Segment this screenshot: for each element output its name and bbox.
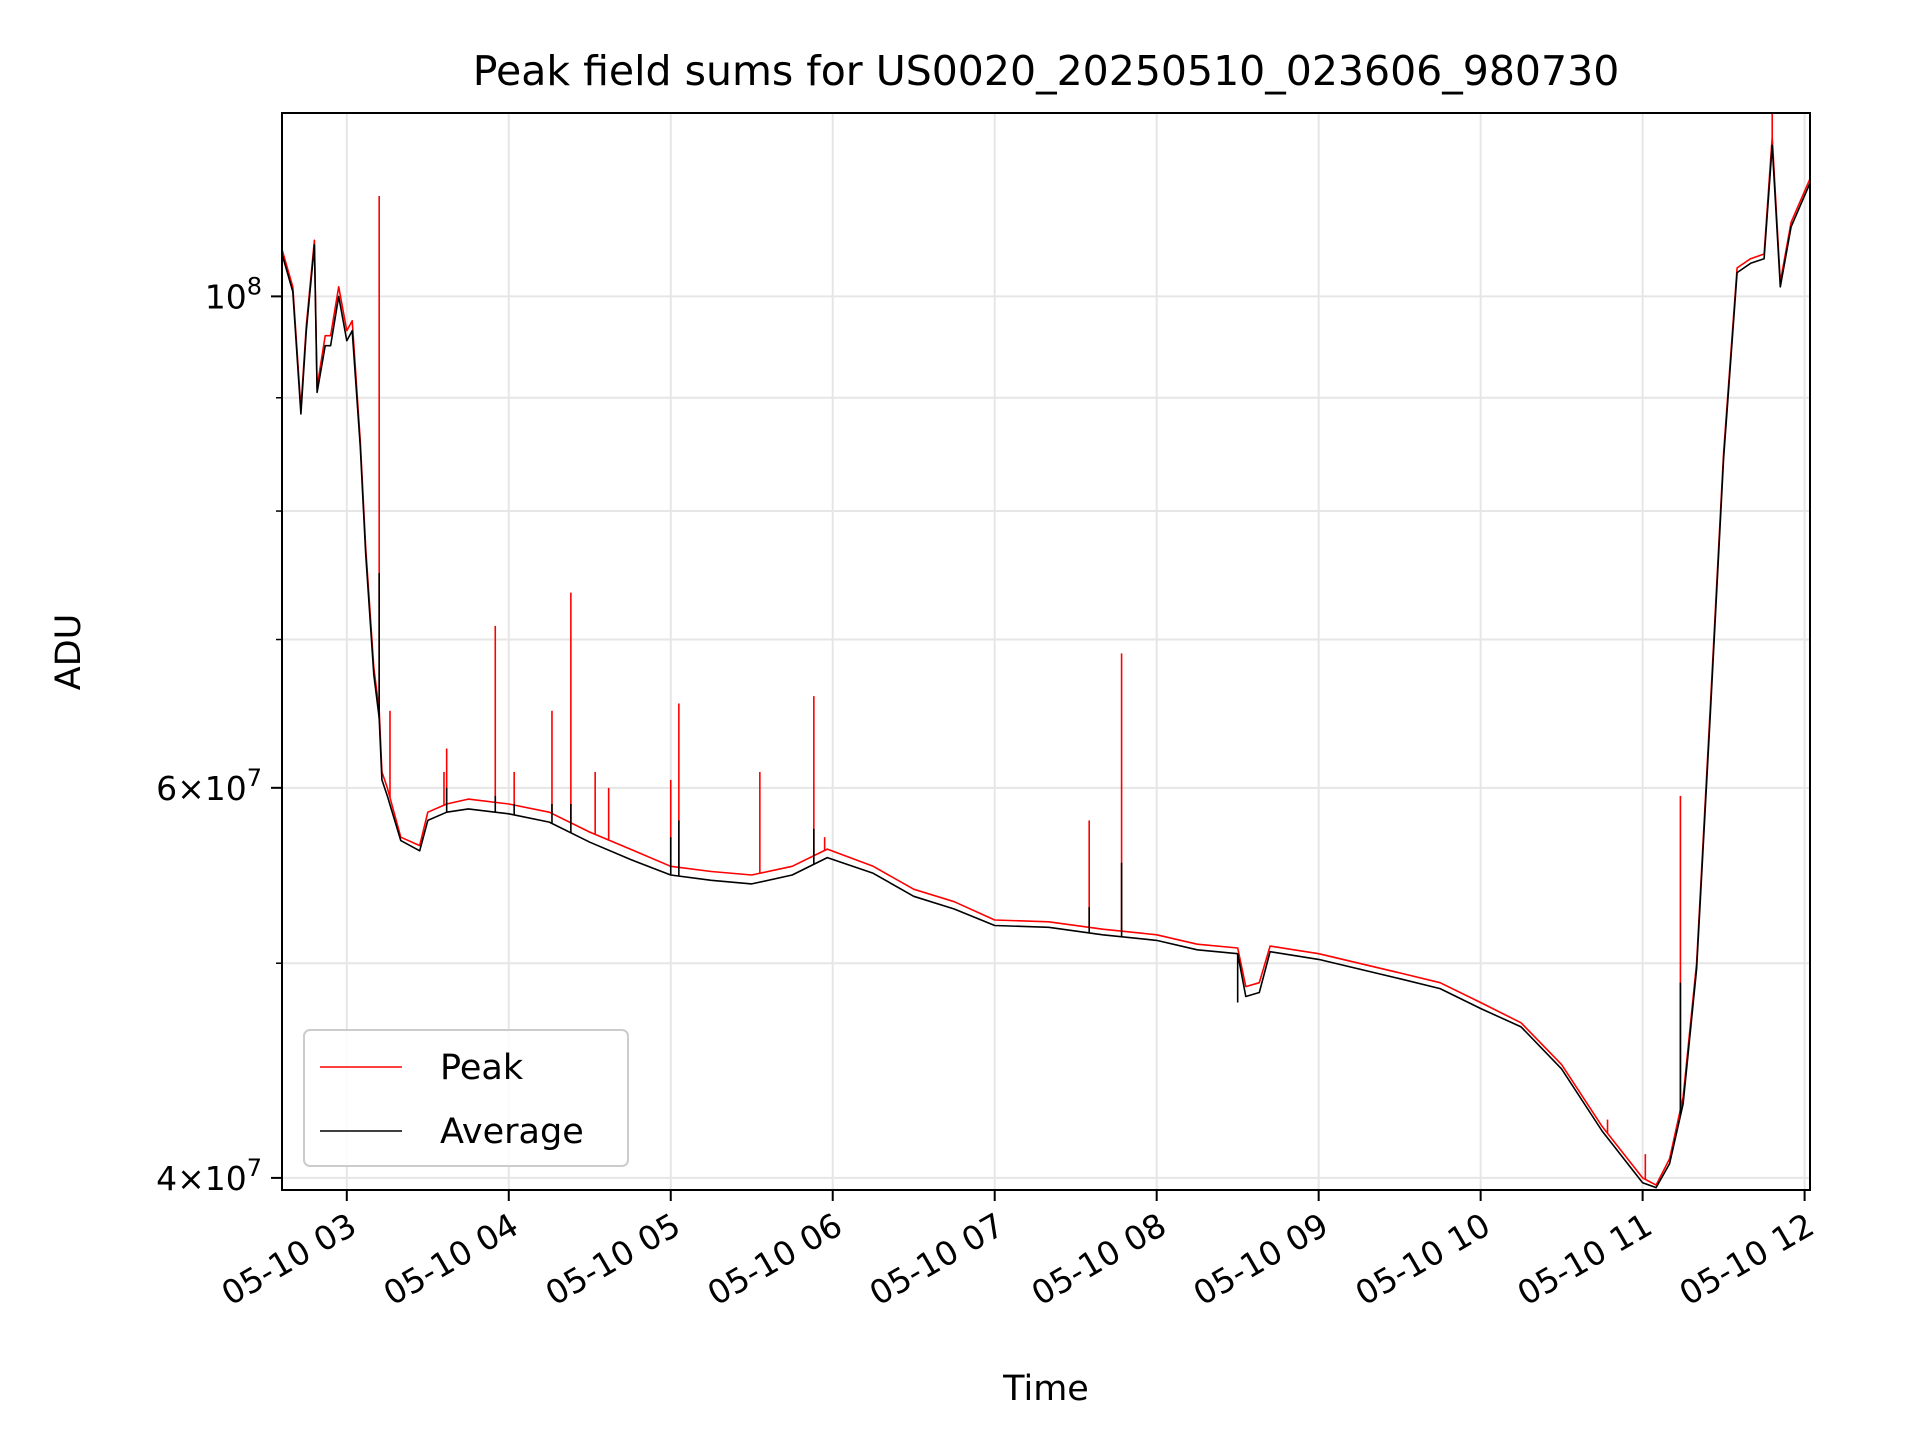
legend-box — [303, 1029, 629, 1167]
x-axis-label: Time — [1002, 1369, 1089, 1409]
legend: Peak Average — [303, 1029, 629, 1167]
legend-label-average: Average — [440, 1112, 584, 1152]
series-layer — [282, 113, 1810, 1189]
grid-layer — [282, 113, 1810, 1190]
y-tick-label: 6×107 — [156, 764, 262, 808]
y-tick-label: 108 — [205, 272, 262, 316]
y-axis-label: ADU — [49, 614, 89, 691]
series-line-average — [282, 144, 1810, 1189]
series-average — [282, 144, 1810, 1189]
plot-frame — [281, 112, 1811, 1191]
legend-label-peak: Peak — [440, 1048, 524, 1088]
y-tick-label: 4×107 — [156, 1154, 262, 1198]
chart-title: Peak field sums for US0020_20250510_0236… — [473, 47, 1620, 95]
